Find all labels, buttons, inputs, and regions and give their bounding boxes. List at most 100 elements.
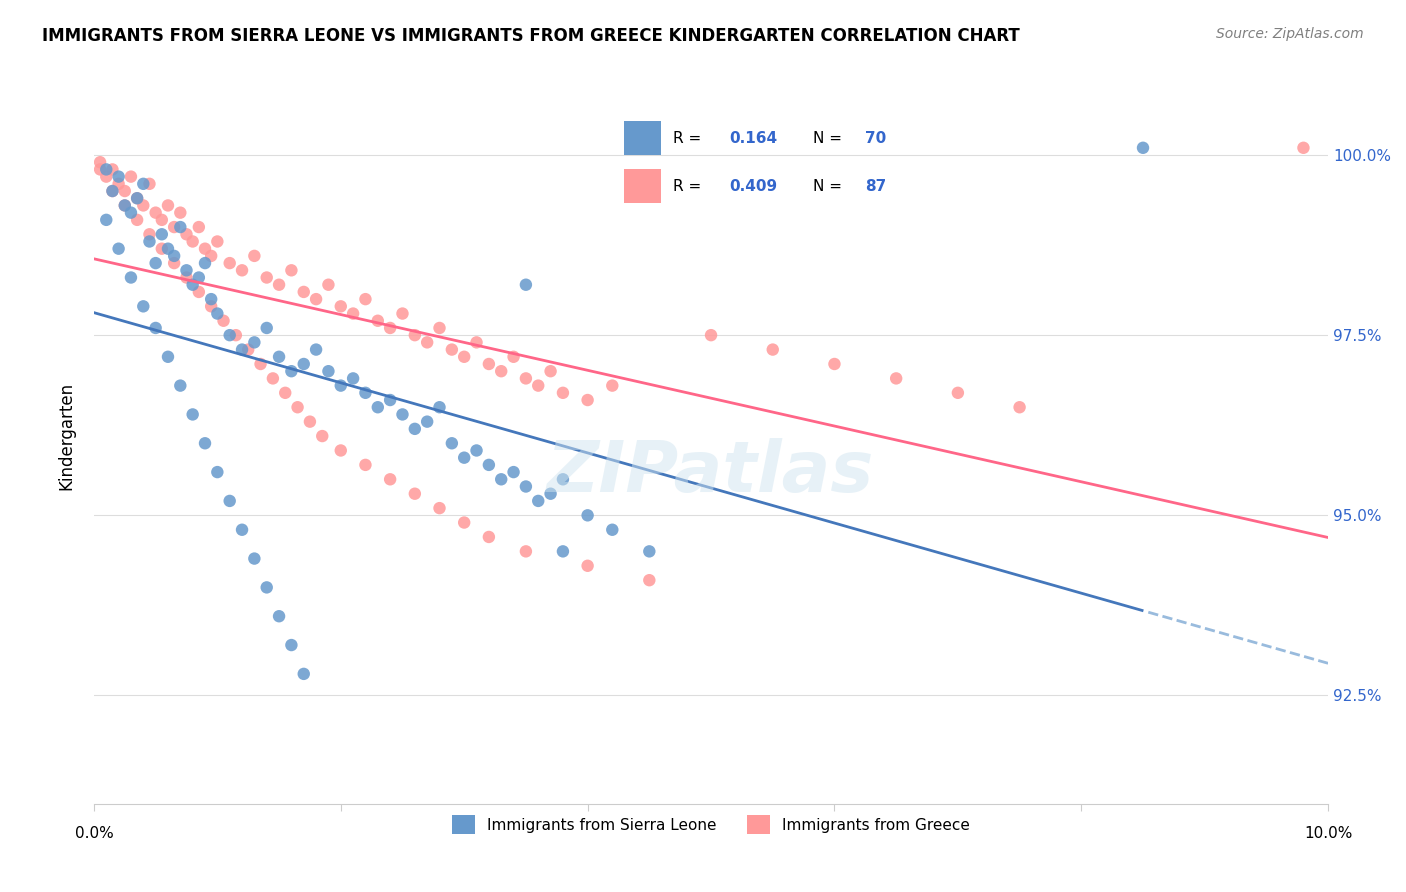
Immigrants from Sierra Leone xyxy=(120,270,142,285)
Immigrants from Greece xyxy=(274,385,297,400)
Immigrants from Greece xyxy=(515,544,537,558)
Immigrants from Sierra Leone xyxy=(101,184,124,198)
Immigrants from Greece xyxy=(218,256,240,270)
Immigrants from Sierra Leone xyxy=(478,458,501,472)
Immigrants from Sierra Leone xyxy=(342,371,364,385)
Immigrants from Greece xyxy=(527,378,550,392)
Immigrants from Sierra Leone xyxy=(576,508,599,523)
Immigrants from Sierra Leone xyxy=(404,422,426,436)
Immigrants from Greece xyxy=(329,299,352,313)
FancyBboxPatch shape xyxy=(624,169,661,203)
Immigrants from Greece xyxy=(181,235,204,249)
Immigrants from Sierra Leone xyxy=(256,581,278,595)
Immigrants from Greece xyxy=(127,191,149,205)
Immigrants from Greece xyxy=(120,169,142,184)
Immigrants from Sierra Leone xyxy=(367,401,389,415)
Immigrants from Greece xyxy=(354,458,377,472)
Immigrants from Greece xyxy=(305,292,328,306)
Immigrants from Greece xyxy=(576,558,599,573)
Immigrants from Sierra Leone xyxy=(256,321,278,335)
Immigrants from Sierra Leone xyxy=(515,479,537,493)
Immigrants from Greece xyxy=(453,516,475,530)
Immigrants from Sierra Leone xyxy=(502,465,524,479)
Immigrants from Greece xyxy=(429,501,451,516)
Immigrants from Sierra Leone xyxy=(181,277,204,292)
Text: N =: N = xyxy=(813,178,846,194)
Immigrants from Greece xyxy=(262,371,284,385)
Text: R =: R = xyxy=(673,130,707,145)
Immigrants from Greece xyxy=(478,357,501,371)
Immigrants from Greece xyxy=(107,177,129,191)
Text: 0.0%: 0.0% xyxy=(75,826,114,841)
Immigrants from Sierra Leone xyxy=(150,227,173,242)
Immigrants from Sierra Leone xyxy=(194,436,217,450)
Legend: Immigrants from Sierra Leone, Immigrants from Greece: Immigrants from Sierra Leone, Immigrants… xyxy=(446,809,976,840)
Immigrants from Greece xyxy=(163,256,186,270)
Immigrants from Sierra Leone xyxy=(107,169,129,184)
Immigrants from Greece xyxy=(342,307,364,321)
Immigrants from Sierra Leone xyxy=(132,299,155,313)
Immigrants from Greece xyxy=(329,443,352,458)
Immigrants from Sierra Leone xyxy=(527,494,550,508)
Immigrants from Greece xyxy=(638,573,661,587)
Immigrants from Greece xyxy=(465,335,488,350)
Text: Source: ZipAtlas.com: Source: ZipAtlas.com xyxy=(1216,27,1364,41)
Immigrants from Greece xyxy=(280,263,302,277)
Immigrants from Sierra Leone xyxy=(218,328,240,343)
Immigrants from Sierra Leone xyxy=(429,401,451,415)
Immigrants from Sierra Leone xyxy=(181,408,204,422)
Immigrants from Greece xyxy=(243,249,266,263)
Immigrants from Greece xyxy=(292,285,315,299)
Immigrants from Greece xyxy=(404,328,426,343)
Immigrants from Greece xyxy=(318,277,340,292)
Immigrants from Greece xyxy=(287,401,309,415)
Text: ZIPatlas: ZIPatlas xyxy=(547,438,875,508)
Immigrants from Greece xyxy=(207,235,229,249)
Immigrants from Greece xyxy=(101,162,124,177)
Immigrants from Sierra Leone xyxy=(243,551,266,566)
Immigrants from Sierra Leone xyxy=(187,270,209,285)
Immigrants from Greece xyxy=(169,205,191,219)
Immigrants from Greece xyxy=(551,385,574,400)
Immigrants from Greece xyxy=(89,155,111,169)
Immigrants from Sierra Leone xyxy=(138,235,160,249)
Immigrants from Greece xyxy=(138,177,160,191)
Immigrants from Sierra Leone xyxy=(292,666,315,681)
Immigrants from Greece xyxy=(96,169,118,184)
Immigrants from Sierra Leone xyxy=(96,212,118,227)
Immigrants from Sierra Leone xyxy=(440,436,463,450)
Immigrants from Greece xyxy=(138,227,160,242)
Immigrants from Greece xyxy=(762,343,785,357)
Immigrants from Sierra Leone xyxy=(416,415,439,429)
FancyBboxPatch shape xyxy=(624,121,661,155)
Immigrants from Sierra Leone xyxy=(176,263,198,277)
Immigrants from Greece xyxy=(200,249,222,263)
Immigrants from Greece xyxy=(298,415,321,429)
Immigrants from Greece xyxy=(150,242,173,256)
Immigrants from Greece xyxy=(416,335,439,350)
Immigrants from Greece xyxy=(823,357,845,371)
Immigrants from Greece xyxy=(127,212,149,227)
Immigrants from Sierra Leone xyxy=(243,335,266,350)
Immigrants from Sierra Leone xyxy=(280,364,302,378)
Immigrants from Sierra Leone xyxy=(354,385,377,400)
Immigrants from Greece xyxy=(176,270,198,285)
Immigrants from Sierra Leone xyxy=(218,494,240,508)
Immigrants from Sierra Leone xyxy=(489,472,512,486)
Immigrants from Greece xyxy=(1008,401,1031,415)
Immigrants from Greece xyxy=(700,328,723,343)
Immigrants from Sierra Leone xyxy=(292,357,315,371)
Immigrants from Sierra Leone xyxy=(107,242,129,256)
Immigrants from Greece xyxy=(238,343,260,357)
Immigrants from Sierra Leone xyxy=(120,205,142,219)
Immigrants from Greece xyxy=(378,321,401,335)
Text: 0.409: 0.409 xyxy=(730,178,778,194)
Immigrants from Sierra Leone xyxy=(551,544,574,558)
Immigrants from Greece xyxy=(176,227,198,242)
Immigrants from Greece xyxy=(453,350,475,364)
Immigrants from Greece xyxy=(212,314,235,328)
Immigrants from Greece xyxy=(114,184,136,198)
Immigrants from Greece xyxy=(194,242,217,256)
Text: 0.164: 0.164 xyxy=(730,130,778,145)
Immigrants from Sierra Leone xyxy=(231,343,253,357)
